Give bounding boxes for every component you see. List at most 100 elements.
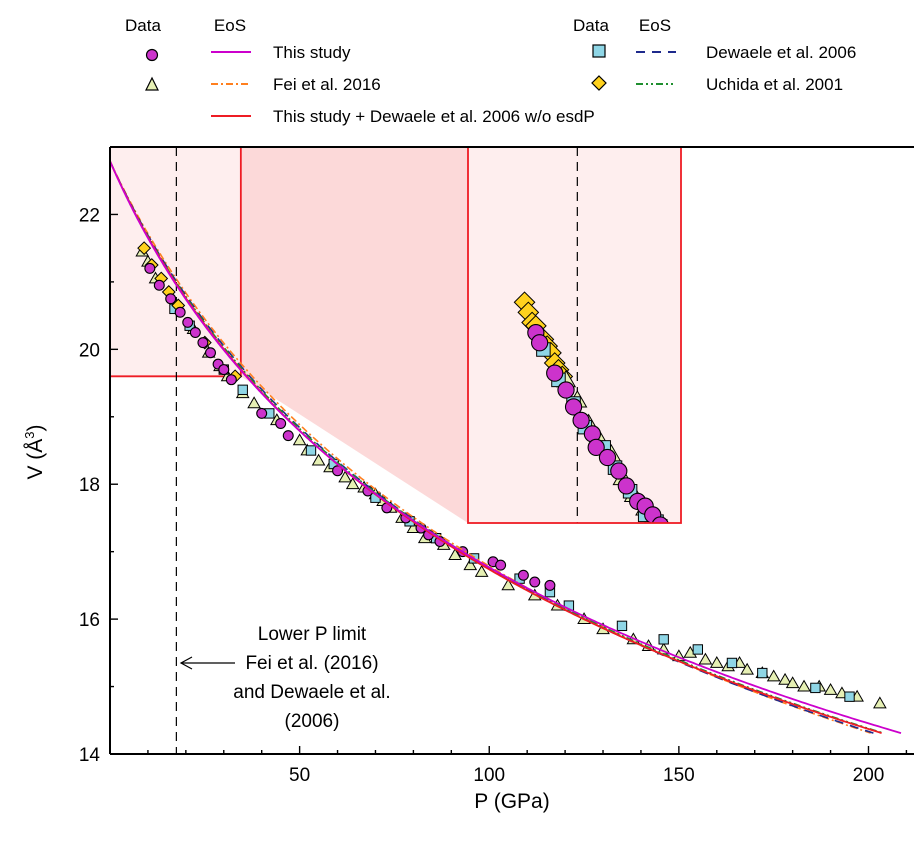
x-tick-label: 150 — [663, 765, 695, 786]
point-fei — [463, 558, 478, 571]
point-this-study — [617, 477, 635, 495]
point-this-study — [256, 407, 268, 419]
inset-fill — [468, 147, 681, 523]
lower-p-limit-annotation: Lower P limit Fei et al. (2016) and Dewa… — [179, 624, 391, 732]
curve-uchida — [110, 160, 884, 734]
point-fei — [823, 682, 838, 695]
point-this-study — [282, 430, 294, 442]
curve-dewaele — [110, 160, 874, 734]
point-dewaele — [237, 384, 248, 395]
point-this-study — [225, 374, 237, 386]
point-this-study — [544, 579, 556, 591]
reference-lines — [175, 147, 578, 754]
point-fei — [474, 564, 489, 577]
legend-label-combined: This study + Dewaele et al. 2006 w/o esd… — [273, 107, 595, 126]
point-fei — [698, 652, 713, 665]
point-dewaele — [844, 691, 855, 702]
point-fei — [766, 669, 781, 682]
point-fei — [709, 655, 724, 668]
legend-header-eos-2: EoS — [639, 16, 671, 35]
point-this-study — [598, 448, 617, 467]
point-this-study — [182, 316, 194, 328]
point-fei — [338, 470, 352, 483]
point-this-study — [153, 279, 165, 291]
point-fei — [797, 679, 811, 692]
annotation-arrow-head — [179, 656, 193, 670]
inset-plot — [467, 146, 682, 524]
x-axis-ticks: 50 100 150 200 — [147, 746, 908, 786]
y-axis-label: V (Å3) — [22, 424, 47, 479]
point-this-study — [517, 569, 529, 581]
y-tick-label: 20 — [79, 340, 100, 361]
curve-fei — [110, 160, 871, 734]
point-fei — [247, 396, 261, 409]
point-this-study — [218, 364, 230, 376]
point-this-study — [546, 364, 564, 382]
point-this-study — [529, 576, 541, 588]
x-axis-label: P (GPa) — [474, 790, 549, 813]
point-this-study — [332, 465, 344, 477]
point-dewaele — [616, 620, 628, 632]
legend-header-data-1: Data — [125, 16, 161, 35]
point-this-study — [557, 381, 575, 399]
point-fei — [311, 453, 326, 466]
y-tick-label: 18 — [79, 475, 100, 496]
point-dewaele — [757, 667, 768, 679]
y-tick-label: 22 — [79, 205, 100, 226]
point-this-study — [610, 462, 628, 480]
legend-label-fei: Fei et al. 2016 — [273, 75, 381, 94]
legend-square-marker — [592, 44, 606, 58]
point-fei — [345, 477, 360, 490]
annotation-line-3: and Dewaele et al. — [233, 682, 390, 703]
eos-curves — [110, 160, 902, 734]
point-uchida — [137, 241, 152, 256]
zoom-source-fill — [110, 147, 241, 377]
legend-header-eos-1: EoS — [214, 16, 246, 35]
point-dewaele — [692, 644, 704, 655]
x-tick-label: 50 — [289, 765, 310, 786]
curve-this-study — [110, 160, 902, 734]
legend-header-data-2: Data — [573, 16, 609, 35]
point-fei — [501, 578, 516, 591]
annotation-line-2: Fei et al. (2016) — [245, 653, 378, 674]
point-fei — [740, 662, 754, 675]
legend-diamond-marker — [591, 75, 607, 91]
point-this-study — [275, 418, 287, 430]
annotation-line-1: Lower P limit — [258, 624, 367, 645]
axes: 50 100 150 200 14 16 18 20 22 P (GPa) V (Å3) — [22, 146, 914, 813]
zoom-connector — [240, 147, 468, 523]
point-dewaele — [726, 657, 738, 669]
legend-circle-marker — [145, 48, 159, 62]
y-tick-label: 14 — [79, 745, 101, 766]
point-fei — [785, 676, 800, 689]
legend-label-this-study: This study — [273, 43, 351, 62]
inset-content — [513, 291, 669, 523]
point-this-study — [572, 411, 590, 430]
point-this-study — [495, 559, 507, 571]
point-this-study — [174, 306, 186, 318]
point-this-study — [564, 398, 583, 416]
legend-label-dewaele: Dewaele et al. 2006 — [706, 43, 856, 62]
point-fei — [292, 433, 307, 446]
x-tick-label: 100 — [473, 765, 505, 786]
point-this-study — [651, 516, 669, 523]
point-this-study — [165, 293, 177, 305]
y-axis-ticks: 14 16 18 20 22 — [79, 146, 118, 766]
point-fei — [778, 672, 792, 685]
x-tick-label: 200 — [853, 765, 885, 786]
legend-triangle-marker — [145, 76, 159, 91]
point-dewaele — [810, 682, 821, 694]
y-tick-label: 16 — [79, 610, 100, 631]
annotation-line-4: (2006) — [285, 711, 340, 732]
point-fei — [873, 696, 887, 709]
point-this-study — [189, 326, 201, 338]
point-dewaele — [658, 634, 669, 645]
point-this-study — [587, 438, 605, 457]
point-this-study — [531, 334, 549, 352]
point-this-study — [144, 262, 156, 274]
point-this-study — [205, 347, 216, 359]
legend: Data EoS Data EoS This study Fei et al. … — [125, 16, 856, 126]
point-this-study — [197, 337, 209, 349]
legend-label-uchida: Uchida et al. 2001 — [706, 75, 843, 94]
